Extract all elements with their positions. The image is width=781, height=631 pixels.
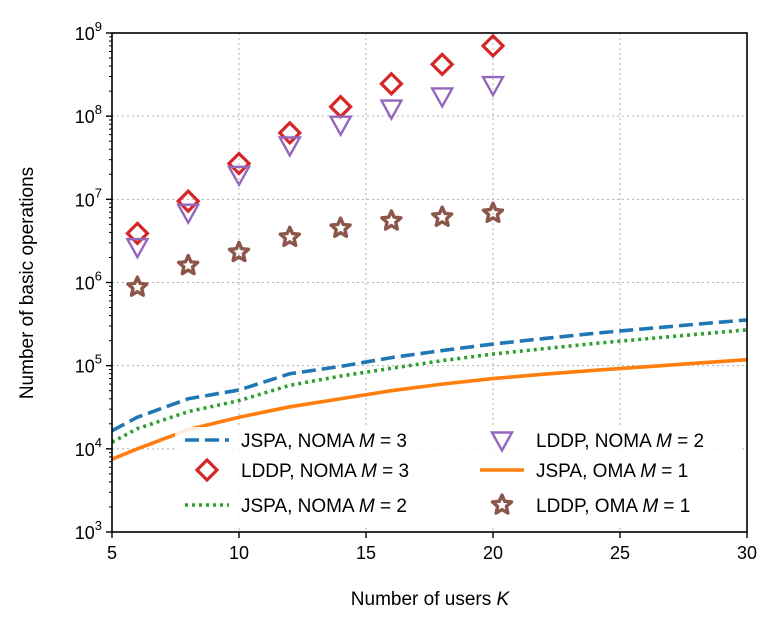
tick-layer: 5 10 15 20 25 30 103 104 105 106 107 108 109: [75, 19, 757, 563]
data-point: [480, 75, 506, 98]
legend-label: LDDP, NOMA M = 3: [241, 461, 409, 482]
y-tick-label: 109: [75, 19, 102, 44]
data-point: [329, 216, 352, 238]
legend-entry: LDDP, NOMA M = 3: [194, 457, 409, 483]
data-point: [125, 221, 150, 246]
series-triangle-down-marker: [125, 75, 506, 260]
series-layer: [111, 33, 748, 461]
data-point: [226, 165, 252, 188]
legend-entry: LDDP, NOMA M = 2: [489, 431, 704, 453]
y-tick-label: 104: [75, 435, 102, 460]
data-point: [328, 115, 353, 138]
data-point: [126, 275, 149, 297]
data-point: [175, 188, 201, 214]
y-tick-label: 107: [75, 185, 102, 210]
legend-label: LDDP, NOMA M = 2: [536, 431, 704, 452]
data-point: [278, 225, 302, 248]
x-tick-label: 5: [107, 543, 117, 563]
data-point: [481, 201, 505, 224]
data-point: [227, 240, 251, 263]
data-point: [480, 33, 506, 59]
data-point: [277, 120, 303, 146]
data-point: [430, 205, 454, 227]
y-tick-label: 103: [75, 518, 102, 543]
y-tick-label: 106: [75, 269, 102, 294]
y-axis-label: Number of basic operations: [17, 167, 38, 399]
series-dotted-line: [111, 327, 748, 444]
x-tick-label: 10: [229, 543, 249, 563]
legend-entry: JSPA, NOMA M = 3: [185, 431, 407, 452]
data-point: [380, 209, 403, 231]
data-point: [429, 52, 455, 77]
legend-entry: JSPA, NOMA M = 2: [185, 496, 407, 517]
legend-entry: LDDP, OMA M = 1: [490, 493, 690, 517]
x-tick-label: 15: [356, 543, 376, 563]
data-point: [379, 71, 404, 97]
data-point: [125, 237, 150, 260]
data-point: [379, 99, 404, 122]
legend-marker: [194, 457, 220, 483]
data-point: [176, 203, 201, 226]
data-point: [328, 94, 353, 119]
data-point: [226, 151, 252, 176]
y-tick-label: 105: [75, 352, 102, 377]
series-line: [111, 318, 748, 433]
data-point: [176, 253, 200, 276]
x-tick-label: 25: [610, 543, 630, 563]
series-star-marker: [126, 201, 505, 297]
x-axis-label: Number of users K: [351, 589, 511, 610]
x-tick-label: 30: [737, 543, 757, 563]
legend-label: JSPA, OMA M = 1: [536, 461, 688, 482]
data-point: [277, 136, 302, 158]
legend-background: [175, 427, 742, 527]
x-tick-label: 20: [483, 543, 503, 563]
legend-entry: JSPA, OMA M = 1: [480, 461, 688, 482]
series-line: [111, 327, 748, 444]
legend-label: LDDP, OMA M = 1: [536, 496, 690, 517]
legend-marker: [489, 431, 515, 453]
legend-marker: [490, 493, 514, 515]
legend: JSPA, NOMA M = 3 LDDP, NOMA M = 3 JSPA, NO…: [175, 427, 742, 527]
data-point: [430, 87, 455, 109]
legend-label: JSPA, NOMA M = 2: [241, 496, 407, 517]
legend-label: JSPA, NOMA M = 3: [241, 431, 407, 452]
y-tick-label: 108: [75, 102, 102, 127]
series-dashed-line: [111, 318, 748, 433]
